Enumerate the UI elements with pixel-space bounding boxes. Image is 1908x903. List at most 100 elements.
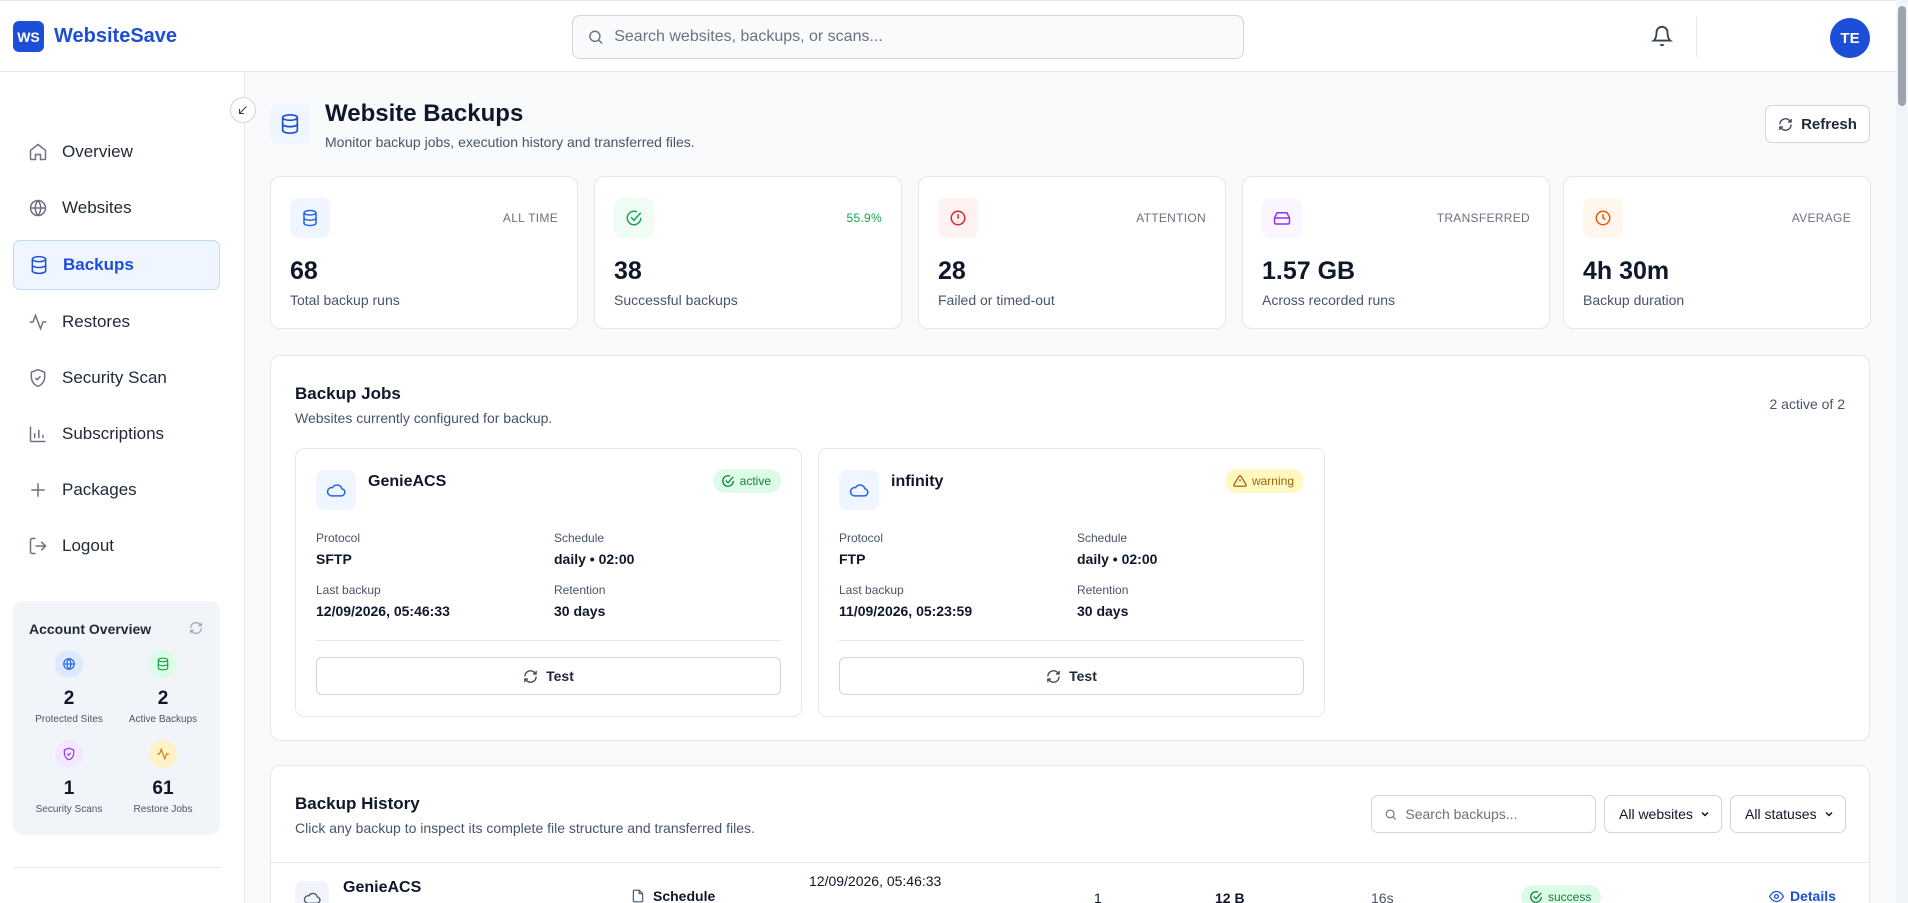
row-trigger-label: Schedule (653, 888, 716, 903)
retention-value: 30 days (554, 603, 606, 619)
home-icon (29, 143, 47, 161)
stat-value: 2 (157, 688, 169, 709)
sidebar-item-security-scan[interactable]: Security Scan (13, 353, 220, 403)
sidebar-item-overview[interactable]: Overview (13, 127, 220, 177)
status-badge: success (1521, 885, 1602, 903)
status-filter-value: All statuses (1745, 806, 1817, 822)
refresh-icon (190, 622, 202, 634)
stat-description: Backup duration (1583, 292, 1685, 308)
schedule-value: daily • 02:00 (1077, 551, 1158, 567)
row-trigger: Schedule (631, 888, 715, 903)
status-text: active (739, 474, 771, 488)
logo-badge: WS (13, 21, 44, 52)
stat-value: 61 (152, 778, 174, 799)
refresh-icon (1779, 117, 1792, 131)
shield-icon (55, 740, 83, 768)
bar-chart-icon (29, 426, 46, 443)
refresh-label: Refresh (1801, 115, 1857, 133)
page-title: Website Backups (325, 100, 524, 127)
refresh-icon (1047, 669, 1060, 683)
stat-tag: ALL TIME (502, 211, 558, 225)
stat-description: Successful backups (614, 292, 738, 308)
restore-jobs-stat: 61 Restore Jobs (118, 740, 208, 815)
row-time: 12/09/2026, 05:46:33 (809, 873, 942, 889)
sidebar-item-websites[interactable]: Websites (13, 183, 220, 233)
eye-icon (1769, 890, 1784, 902)
job-card-genieacs[interactable]: GenieACS active Protocol SFTP Schedule d… (295, 448, 802, 717)
status-text: success (1548, 890, 1592, 903)
test-label: Test (1069, 668, 1097, 684)
refresh-button[interactable]: Refresh (1765, 105, 1870, 143)
stat-label: Protected Sites (35, 714, 103, 725)
chevron-down-icon (1701, 811, 1709, 817)
row-website: GenieACS (343, 879, 422, 896)
account-refresh-button[interactable] (189, 621, 203, 640)
backup-jobs-subtitle: Websites currently configured for backup… (295, 410, 553, 426)
sidebar-item-label: Packages (62, 480, 137, 499)
search-icon (1385, 808, 1397, 820)
schedule-label: Schedule (1077, 531, 1128, 545)
status-text: warning (1251, 474, 1294, 488)
page-scrollbar[interactable] (1896, 0, 1908, 903)
backup-jobs-title: Backup Jobs (295, 384, 401, 403)
app-logo[interactable]: WS WebsiteSave (13, 21, 177, 52)
job-divider (316, 640, 781, 641)
global-search-input[interactable] (614, 28, 1229, 46)
sidebar-item-label: Restores (62, 312, 131, 331)
sidebar-item-logout[interactable]: Logout (13, 521, 220, 571)
sidebar-item-restores[interactable]: Restores (13, 297, 220, 347)
test-button[interactable]: Test (316, 657, 781, 695)
sidebar: Overview Websites Backups Restores Secur… (0, 72, 245, 903)
alert-circle-icon (938, 198, 978, 238)
status-badge: active (712, 469, 781, 493)
stat-tag: 55.9% (846, 211, 882, 225)
sidebar-divider (13, 867, 220, 868)
notifications-button[interactable] (1650, 25, 1674, 52)
stat-label: Restore Jobs (133, 804, 193, 815)
sidebar-item-subscriptions[interactable]: Subscriptions (13, 409, 220, 459)
user-avatar[interactable]: TE (1830, 18, 1870, 58)
job-card-infinity[interactable]: infinity warning Protocol FTP Schedule d… (818, 448, 1325, 717)
table-row[interactable]: GenieACS Schedule 12/09/2026, 05:46:33 1… (271, 863, 1869, 903)
stat-label: Active Backups (128, 714, 198, 725)
stat-tag: ATTENTION (1136, 211, 1206, 225)
hard-drive-icon (1262, 198, 1302, 238)
plus-icon (31, 483, 45, 497)
protocol-value: FTP (839, 551, 866, 567)
last-backup-value: 11/09/2026, 05:23:59 (839, 603, 973, 619)
protocol-label: Protocol (316, 531, 361, 545)
row-files: 1 (1094, 890, 1102, 903)
stat-description: Total backup runs (290, 292, 400, 308)
sidebar-item-packages[interactable]: Packages (13, 465, 220, 515)
sidebar-item-backups[interactable]: Backups (13, 240, 220, 290)
protocol-label: Protocol (839, 531, 884, 545)
check-circle-icon (614, 198, 654, 238)
collapse-sidebar-button[interactable] (230, 97, 256, 123)
security-scans-stat: 1 Security Scans (24, 740, 114, 815)
refresh-icon (524, 669, 537, 683)
backup-history-subtitle: Click any backup to inspect its complete… (295, 820, 755, 836)
sidebar-item-label: Websites (62, 198, 132, 217)
stat-card-duration: AVERAGE 4h 30m Backup duration (1563, 176, 1871, 329)
status-filter-select[interactable]: All statuses (1730, 795, 1846, 833)
page-icon (270, 104, 310, 144)
protected-sites-stat: 2 Protected Sites (24, 650, 114, 725)
schedule-value: daily • 02:00 (554, 551, 635, 567)
website-filter-select[interactable]: All websites (1604, 795, 1722, 833)
top-header: WS WebsiteSave TE (0, 0, 1908, 72)
scroll-thumb[interactable] (1898, 6, 1906, 106)
details-link[interactable]: Details (1769, 888, 1836, 903)
history-divider (271, 862, 1869, 863)
history-search[interactable] (1371, 795, 1596, 833)
stat-card-successful: 55.9% 38 Successful backups (594, 176, 902, 329)
header-divider (1696, 17, 1697, 57)
status-badge: warning (1224, 469, 1304, 493)
stat-card-total-runs: ALL TIME 68 Total backup runs (270, 176, 578, 329)
test-button[interactable]: Test (839, 657, 1304, 695)
global-search[interactable] (572, 15, 1244, 59)
stat-card-failed: ATTENTION 28 Failed or timed-out (918, 176, 1226, 329)
job-name: GenieACS (368, 473, 447, 490)
history-search-input[interactable] (1405, 806, 1583, 822)
stat-card-transferred: TRANSFERRED 1.57 GB Across recorded runs (1242, 176, 1550, 329)
chevron-down-icon (1825, 811, 1833, 817)
